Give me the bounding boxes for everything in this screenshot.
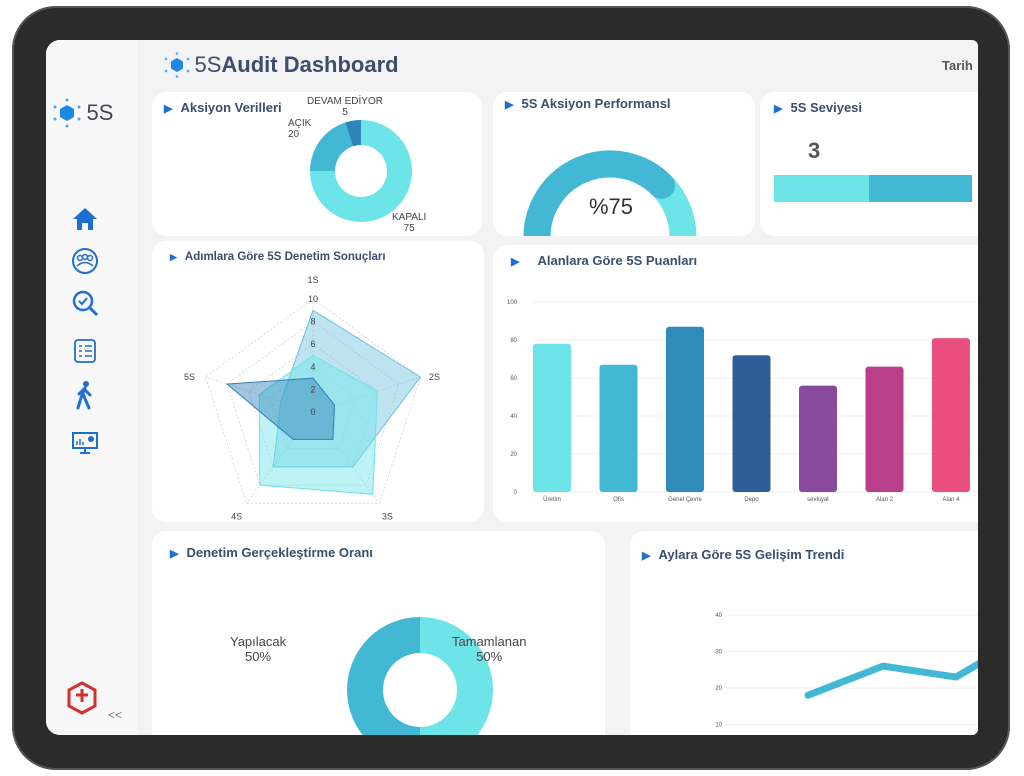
bar	[533, 343, 571, 492]
slice-label-kapali: KAPALI 75	[392, 212, 427, 234]
y-tick-label: 20	[715, 686, 722, 692]
bar	[799, 385, 837, 492]
x-tick-label: Genel Çevre	[668, 497, 702, 503]
y-tick-label: 10	[715, 723, 722, 729]
bar	[666, 326, 704, 492]
bar	[599, 364, 638, 492]
sidebar-logo-text: 5S	[86, 100, 114, 125]
checklist-icon[interactable]	[70, 336, 100, 366]
slice-label-devam: DEVAM EDİYOR 5	[307, 96, 383, 118]
trend-line	[804, 660, 978, 699]
y-tick-label: 20	[510, 452, 517, 458]
card-title: ▶ Adımlara Göre 5S Denetim Sonuçları	[170, 251, 386, 263]
donut-slice	[310, 120, 412, 222]
x-tick-label: Depo	[744, 497, 759, 503]
donut-slice	[310, 122, 353, 171]
action-data-card: ▶ Aksiyon Verilleri DEVAM EDİYOR 5 AÇIK 20 …	[152, 92, 482, 236]
bar	[865, 366, 904, 492]
card-title: ▶ 5S Aksiyon Performansl	[505, 96, 671, 111]
hexagon-logo-icon	[164, 52, 190, 78]
radar-series	[272, 309, 422, 468]
action-performance-card: ▶ 5S Aksiyon Performansl %75	[493, 92, 755, 236]
level-bar-track	[774, 175, 972, 202]
area-scores-card: ▶ Alanlara Göre 5S Puanları 0 20 40 60 80 100 Ü…	[493, 245, 978, 522]
radar-spoke	[246, 411, 314, 504]
sidebar-logo: 5S	[52, 98, 113, 128]
page-title: 5SAudit Dashboard	[164, 52, 399, 78]
walking-person-icon[interactable]	[70, 380, 100, 410]
radar-grid	[269, 366, 357, 449]
radar-tick-label: 2	[310, 384, 315, 394]
company-logo-icon	[67, 681, 97, 715]
team-icon[interactable]	[70, 246, 100, 276]
radar-spoke	[312, 411, 380, 504]
step-results-card: ▶ Adımlara Göre 5S Denetim Sonuçları 0 2 4 6…	[152, 241, 484, 522]
monthly-trend-card: ▶Aylara Göre 5S Gelişim Trendi 010203040…	[630, 531, 978, 735]
home-icon[interactable]	[70, 204, 100, 234]
x-tick-label: Üretim	[543, 496, 561, 503]
y-tick-label: 30	[715, 650, 722, 656]
card-title: ▶ 5S Seviyesi	[774, 100, 863, 115]
radar-tick-label: 0	[310, 407, 315, 417]
card-title: ▶ Alanlara Göre 5S Puanları	[511, 253, 698, 268]
slice-label-tamamlanan: Tamamlanan 50%	[452, 634, 527, 664]
audit-rate-donut	[347, 617, 493, 735]
slice-label-yapilacak: Yapılacak 50%	[230, 634, 287, 664]
gauge-value: %75	[589, 194, 634, 219]
5s-level-card: ▶ 5S Seviyesi 3	[760, 92, 978, 236]
y-tick-label: 60	[510, 376, 517, 382]
x-tick-label: Ofis	[613, 497, 624, 503]
slice-label-acik: AÇIK 20	[288, 118, 312, 140]
gauge-fill	[523, 150, 676, 236]
line-chart: 010203040Öğe 1Öğe 2Öğe 3	[715, 613, 978, 729]
audit-rate-card: ▶ Denetim Gerçekleştirme Oranı Yapılacak 5…	[152, 531, 605, 735]
radar-tick-label: 10	[308, 294, 318, 304]
collapse-sidebar-button[interactable]: <<	[108, 708, 123, 722]
title-logo-text: 5S	[194, 52, 222, 77]
date-label[interactable]: Tarih	[942, 58, 973, 73]
radar-tick-label: 4	[310, 362, 315, 372]
action-donut-chart	[310, 120, 412, 222]
card-title: ▶ Aylara Göre 5S Gelişim Trendi	[642, 547, 845, 562]
radar-grid	[226, 321, 400, 486]
y-tick-label: 0	[514, 490, 518, 496]
radar-series	[258, 354, 378, 495]
card-title: ▶ Denetim Gerçekleştirme Oranı	[170, 545, 373, 560]
radar-chart: 0 2 4 6 8 10 1S 2S 3S 4S 5S	[184, 275, 440, 521]
y-tick-label: 100	[507, 300, 518, 306]
radar-series	[225, 377, 336, 440]
y-tick-label: 40	[510, 414, 517, 420]
donut-slice	[347, 617, 420, 735]
bar	[932, 338, 970, 492]
monitor-report-icon[interactable]	[70, 428, 100, 458]
radar-axis-label: 5S	[184, 372, 195, 382]
radar-axis-label: 2S	[429, 372, 440, 382]
radar-axis-label: 4S	[231, 511, 242, 521]
radar-grid	[205, 298, 421, 504]
performance-gauge	[523, 150, 697, 236]
audit-search-icon[interactable]	[70, 288, 100, 318]
level-bar-fill	[774, 175, 870, 202]
x-tick-label: sevkiyat	[807, 497, 829, 503]
x-tick-label: Alan 4	[942, 497, 960, 503]
donut-slice	[420, 617, 493, 735]
card-title: ▶ Aksiyon Verilleri	[164, 100, 282, 115]
radar-tick-label: 6	[310, 339, 315, 349]
radar-grid	[248, 343, 378, 468]
sidebar: 5S <<	[46, 40, 137, 735]
level-value: 3	[808, 138, 821, 163]
radar-axis-label: 1S	[307, 275, 318, 285]
donut-slice	[345, 120, 361, 147]
bar-chart: 0 20 40 60 80 100 Üretim Ofis Genel Çevre Depo sev…	[507, 300, 978, 503]
title-text: Audit Dashboard	[221, 52, 399, 77]
bar	[732, 355, 771, 492]
radar-tick-label: 8	[310, 317, 315, 327]
hexagon-logo-icon	[53, 98, 81, 128]
radar-axis-label: 3S	[382, 511, 393, 521]
y-tick-label: 40	[715, 613, 722, 619]
x-tick-label: Alan 2	[876, 497, 894, 503]
y-tick-label: 80	[510, 338, 517, 344]
radar-spoke	[312, 376, 421, 413]
dashboard-screen: 5S << 5SAudit Dashboard Tarih ▶ Aksiyon V…	[46, 40, 978, 735]
